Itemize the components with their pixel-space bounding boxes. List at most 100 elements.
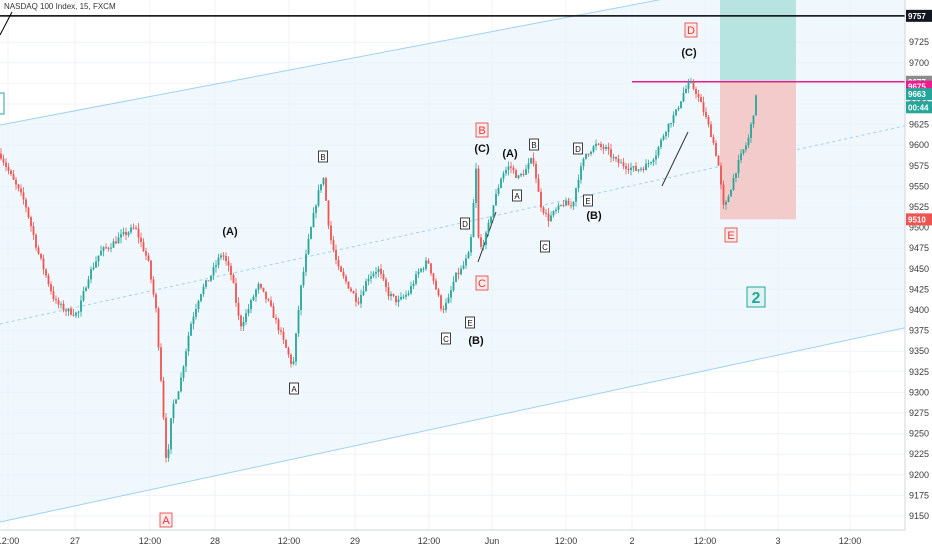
wave-label-paren[interactable]: (A) — [222, 226, 238, 238]
price-axis[interactable]: 9150 9175 9200 9225 9250 9275 9300 9325 9350 9375… — [904, 0, 932, 550]
candle-body — [367, 278, 370, 282]
price-tag[interactable]: 9757 — [908, 12, 926, 21]
wave-label-box[interactable]: D — [462, 220, 468, 229]
wave-label-box[interactable]: B — [320, 153, 325, 162]
price-tag[interactable]: 9663 — [908, 90, 926, 99]
candle-body — [265, 291, 267, 300]
candle-body — [680, 101, 682, 109]
wave-label-box[interactable]: C — [443, 335, 449, 344]
candle-body — [392, 293, 395, 296]
wave-label-paren[interactable]: (A) — [502, 148, 518, 160]
trend-line-wave-c[interactable] — [661, 131, 689, 187]
channel-upper-line[interactable] — [0, 0, 905, 126]
wave-label-box[interactable]: E — [585, 197, 590, 206]
price-tag[interactable]: 00:44 — [908, 103, 929, 112]
channel-lower-line[interactable] — [0, 327, 906, 523]
candle-body — [752, 115, 755, 125]
candle-body — [452, 281, 455, 291]
candle-body — [67, 308, 70, 312]
candle-body — [112, 241, 115, 248]
wave-label-paren[interactable]: (C) — [474, 143, 490, 155]
position-box[interactable] — [720, 0, 796, 220]
time-axis[interactable]: 12:00 27 12:00 28 12:00 29 12:00 Jun 12:00 2 12:00… — [0, 529, 932, 550]
candle-body — [30, 217, 32, 227]
candle-body — [425, 260, 427, 269]
candle-body — [742, 149, 745, 154]
wave-label-box-frame — [573, 142, 583, 155]
candle-body — [555, 209, 557, 212]
candle-body — [667, 123, 670, 132]
candle-body — [195, 308, 197, 317]
candle-body — [32, 226, 35, 235]
candle-body — [455, 272, 457, 282]
price-tag-bg — [906, 88, 932, 101]
wave-label-box[interactable]: D — [575, 145, 581, 154]
horizontal-lines[interactable] — [0, 15, 905, 83]
candle-body — [110, 247, 112, 249]
candle-body — [70, 308, 72, 315]
wave-label-box[interactable]: B — [531, 141, 536, 150]
candle-body — [385, 279, 387, 288]
candle-body — [297, 310, 300, 334]
candle-body — [222, 255, 225, 257]
candle-body — [482, 244, 485, 247]
candle-body — [60, 303, 62, 305]
candle-body — [665, 131, 667, 137]
channel-middle-line[interactable] — [0, 125, 906, 325]
wave-label-red-frame — [684, 22, 698, 38]
wave-label-box[interactable]: C — [542, 243, 548, 252]
candle-body — [290, 354, 292, 364]
candle-body — [65, 310, 67, 312]
wave-label-box-frame — [529, 138, 539, 151]
candle-body — [427, 260, 430, 264]
price-tag[interactable]: 9510 — [908, 215, 926, 224]
wave-label-box[interactable]: A — [514, 192, 520, 201]
price-tick-label: 9725 — [909, 37, 929, 47]
wave-label-red[interactable]: D — [687, 25, 695, 37]
wave-labels[interactable]: (A) B A A B (C) D C E C (B) (A) B A C D E (B) D (C) E 2 — [159, 22, 766, 528]
candle-body — [585, 153, 587, 159]
wave-label-red[interactable]: B — [478, 125, 485, 137]
candle-body — [550, 215, 552, 222]
candle-body — [275, 317, 277, 320]
left-edge-marker — [0, 92, 5, 115]
candle-body — [167, 449, 170, 458]
candle-body — [292, 361, 295, 364]
loss-zone[interactable] — [720, 81, 796, 220]
candle-body — [492, 205, 495, 218]
candle-body — [750, 124, 752, 138]
candle-body — [652, 159, 655, 163]
time-tick-label: 12:00 — [278, 536, 301, 546]
candle-body — [460, 268, 462, 275]
wave-label-box[interactable]: E — [467, 319, 472, 328]
wave-label-box[interactable]: A — [291, 385, 297, 394]
wave-label-red[interactable]: E — [727, 230, 734, 242]
candle-body — [512, 167, 515, 171]
wave-label-paren[interactable]: (B) — [586, 210, 602, 222]
trend-channel[interactable] — [0, 0, 906, 523]
candle-body — [517, 175, 520, 179]
wave-label-teal[interactable]: 2 — [752, 290, 761, 307]
wave-label-red-frame — [159, 512, 173, 528]
price-tag[interactable]: 9675 — [908, 83, 926, 92]
wave-label-red[interactable]: C — [478, 278, 486, 290]
wave-label-paren[interactable]: (C) — [681, 47, 697, 59]
candle-body — [355, 293, 357, 302]
candle-body — [465, 258, 467, 266]
price-tick-label: 9700 — [909, 58, 929, 68]
candle-body — [142, 241, 145, 252]
wave-label-paren[interactable]: (B) — [468, 335, 484, 347]
wave-label-box-frame — [289, 382, 299, 395]
time-tick-label: 12:00 — [555, 536, 578, 546]
trend-line-wave-b[interactable] — [477, 211, 497, 263]
candle-body — [497, 187, 500, 194]
candle-body — [380, 268, 382, 275]
candle-body — [7, 166, 10, 171]
candle-body — [182, 366, 185, 378]
wave-label-box-frame — [460, 217, 470, 230]
profit-zone[interactable] — [720, 0, 796, 82]
candle-body — [432, 273, 435, 281]
wave-label-red[interactable]: A — [162, 515, 170, 527]
candle-body — [437, 289, 440, 296]
